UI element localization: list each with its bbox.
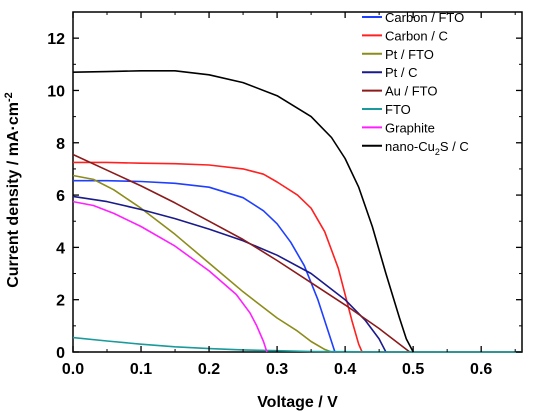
y-tick-label-5: 10	[47, 83, 65, 100]
legend: Carbon / FTO Carbon / C Pt / FTO Pt / C Au /…	[362, 10, 469, 157]
x-tick-label-5: 0.5	[402, 361, 424, 378]
legend-label-5: FTO	[385, 102, 411, 117]
series-line-5	[72, 336, 522, 353]
y-tick-label-1: 2	[56, 293, 65, 310]
legend-label-7-part-c: S / C	[440, 139, 469, 154]
legend-label-3: Pt / C	[385, 65, 418, 80]
legend-label-7-part-a: nano-Cu	[385, 139, 435, 154]
y-tick-label-4: 8	[56, 136, 65, 153]
legend-label-7: nano-Cu2S / C	[385, 139, 469, 157]
series-line-0	[73, 179, 336, 353]
series-line-2	[72, 174, 332, 353]
legend-label-1: Carbon / C	[385, 28, 448, 43]
series-line-4	[72, 153, 411, 353]
plot-area-border	[72, 11, 523, 353]
y-tick-label-0: 0	[56, 345, 65, 362]
series-line-7	[72, 70, 414, 353]
legend-label-0: Carbon / FTO	[385, 10, 464, 25]
x-tick-label-6: 0.6	[470, 361, 492, 378]
y-axis-title-main: Current density / mA·cm	[5, 102, 22, 288]
legend-label-6: Graphite	[385, 120, 435, 135]
tick-labels: 0.0 0.1 0.2 0.3 0.4 0.5 0.6 0 2 4 6 8 10 12	[47, 31, 492, 378]
x-tick-label-3: 0.3	[266, 361, 288, 378]
x-tick-label-4: 0.4	[334, 361, 356, 378]
legend-label-2: Pt / FTO	[385, 47, 434, 62]
y-tick-label-6: 12	[47, 31, 65, 48]
y-tick-label-3: 6	[56, 188, 65, 205]
x-tick-label-0: 0.0	[62, 361, 84, 378]
series-line-6	[72, 200, 268, 353]
x-axis-title: Voltage / V	[257, 394, 338, 411]
x-tick-label-1: 0.1	[130, 361, 152, 378]
axis-ticks	[72, 12, 522, 353]
y-tick-label-2: 4	[56, 240, 65, 257]
plot-frame	[72, 11, 523, 353]
y-axis-title-exponent: -2	[3, 92, 15, 102]
legend-label-7-subscript: 2	[435, 147, 440, 157]
series-lines	[72, 70, 522, 353]
legend-label-4: Au / FTO	[385, 84, 438, 99]
series-line-3	[72, 195, 387, 353]
y-axis-title: Current density / mA·cm-2	[3, 92, 22, 288]
x-tick-label-2: 0.2	[198, 361, 220, 378]
